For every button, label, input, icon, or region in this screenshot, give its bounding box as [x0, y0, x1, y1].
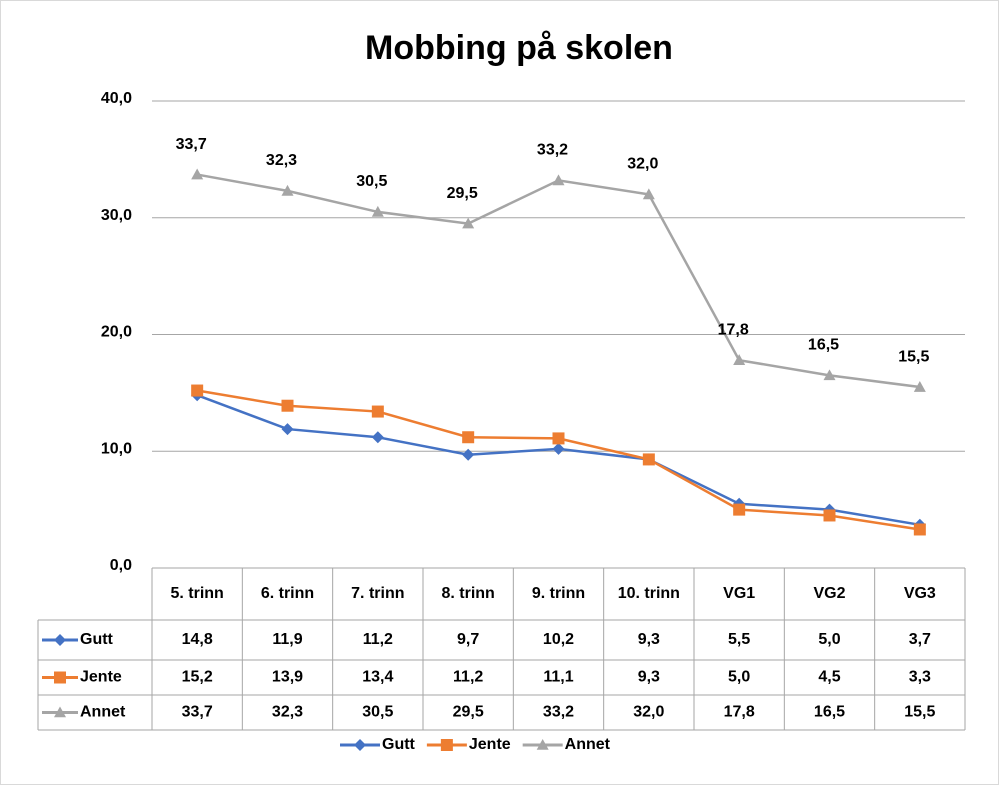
data-label: 17,8	[718, 321, 749, 338]
data-point	[281, 423, 294, 436]
table-cell: 13,4	[362, 669, 393, 686]
table-legend-marker	[54, 634, 66, 646]
table-legend-marker	[54, 706, 66, 718]
data-point	[281, 184, 294, 196]
table-series-name: Annet	[80, 704, 126, 721]
table-cell: 9,3	[638, 669, 660, 686]
data-point	[462, 431, 475, 444]
table-cell: 33,2	[543, 704, 574, 721]
data-point	[913, 381, 926, 392]
x-tick-label: VG1	[723, 585, 755, 602]
data-label: 15,5	[898, 348, 929, 365]
data-point	[552, 442, 565, 455]
x-tick-label: 9. trinn	[532, 585, 585, 602]
data-point	[733, 503, 746, 516]
legend-marker	[354, 739, 366, 751]
data-label: 33,7	[176, 136, 207, 153]
data-label: 29,5	[447, 185, 478, 202]
table-cell: 11,9	[272, 631, 302, 648]
data-point	[733, 354, 746, 365]
table-cell: 4,5	[818, 669, 840, 686]
table-cell: 16,5	[814, 704, 845, 721]
data-point	[191, 384, 204, 397]
legend-label: Gutt	[382, 736, 416, 753]
table-cell: 32,0	[633, 704, 664, 721]
table-cell: 3,3	[909, 669, 931, 686]
data-label: 32,3	[266, 152, 297, 169]
y-tick-label: 20,0	[101, 324, 132, 341]
data-point	[823, 369, 836, 381]
chart-title: Mobbing på skolen	[365, 29, 673, 67]
x-tick-label: 6. trinn	[261, 585, 314, 602]
table-cell: 3,7	[909, 631, 931, 648]
data-point	[191, 168, 204, 180]
data-label: 16,5	[808, 337, 839, 354]
x-tick-label: VG2	[813, 585, 845, 602]
y-tick-label: 40,0	[101, 90, 132, 107]
x-tick-label: 8. trinn	[441, 585, 494, 602]
table-series-name: Jente	[80, 669, 122, 686]
data-label: 30,5	[356, 173, 387, 190]
table-cell: 30,5	[362, 704, 393, 721]
data-point	[913, 523, 926, 536]
data-label: 32,0	[627, 156, 658, 173]
y-tick-label: 10,0	[101, 440, 132, 457]
data-point	[281, 399, 294, 412]
data-point	[371, 205, 384, 217]
table-series-name: Gutt	[80, 631, 114, 648]
table-cell: 5,0	[818, 631, 840, 648]
table-cell: 5,0	[728, 669, 750, 686]
data-point	[462, 217, 475, 229]
data-point	[642, 453, 655, 466]
y-tick-label: 30,0	[101, 207, 132, 224]
x-tick-label: 10. trinn	[618, 585, 680, 602]
table-cell: 17,8	[724, 704, 755, 721]
data-point	[552, 174, 565, 186]
data-point	[462, 448, 475, 461]
legend-label: Annet	[565, 736, 611, 753]
table-cell: 9,7	[457, 631, 479, 648]
table-cell: 13,9	[272, 669, 303, 686]
x-tick-label: VG3	[904, 585, 936, 602]
y-tick-label: 0,0	[110, 557, 132, 574]
table-cell: 11,2	[363, 631, 393, 648]
x-tick-label: 5. trinn	[170, 585, 223, 602]
data-point	[371, 405, 384, 418]
data-point	[642, 188, 655, 200]
table-cell: 32,3	[272, 704, 303, 721]
data-point	[371, 431, 384, 444]
data-point	[552, 432, 565, 445]
data-label: 33,2	[537, 142, 568, 159]
x-tick-label: 7. trinn	[351, 585, 404, 602]
table-legend-marker	[54, 671, 66, 684]
table-cell: 11,2	[453, 669, 483, 686]
table-cell: 14,8	[182, 631, 213, 648]
table-cell: 15,5	[904, 704, 935, 721]
legend-marker	[440, 739, 453, 751]
legend-label: Jente	[469, 736, 511, 753]
legend-marker	[536, 739, 549, 750]
table-cell: 15,2	[182, 669, 213, 686]
table-cell: 29,5	[453, 704, 484, 721]
data-point	[823, 509, 836, 522]
table-cell: 11,1	[543, 669, 573, 686]
table-cell: 5,5	[728, 631, 750, 648]
table-cell: 10,2	[543, 631, 574, 648]
table-cell: 33,7	[182, 704, 213, 721]
table-cell: 9,3	[638, 631, 660, 648]
